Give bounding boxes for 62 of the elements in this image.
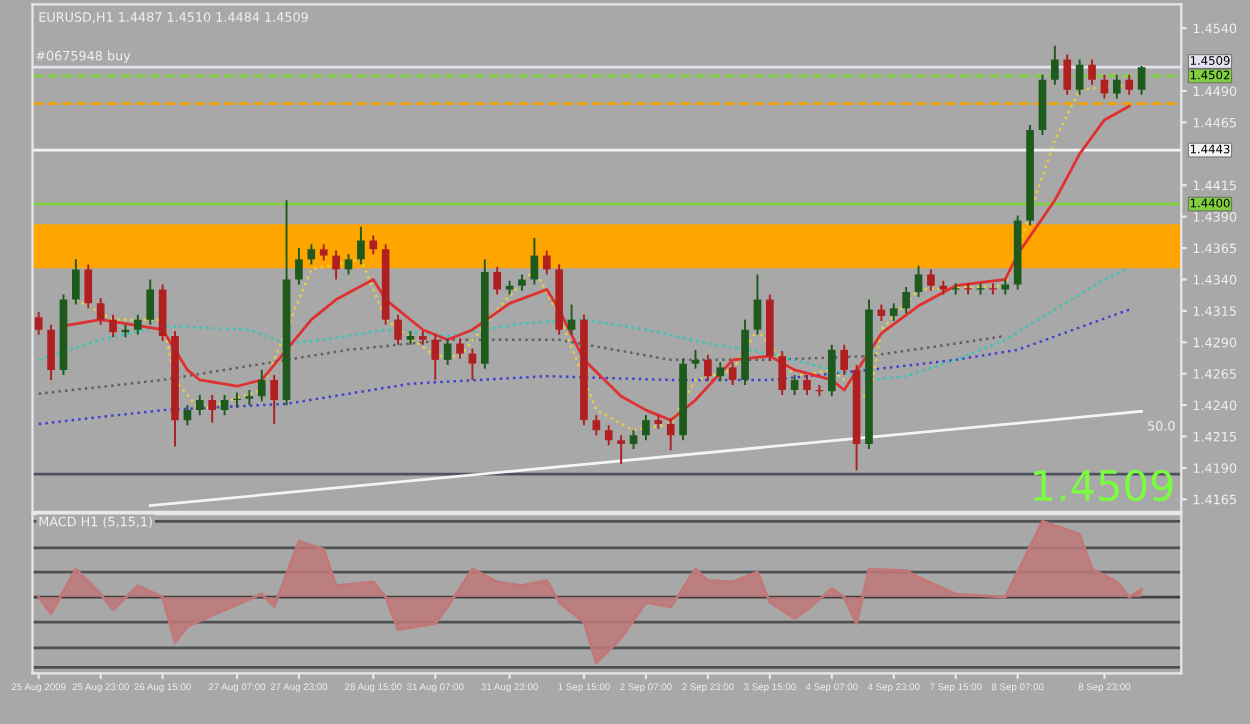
candlestick [1063,53,1072,96]
candlestick [295,247,303,286]
candlestick [840,343,849,376]
candlestick [964,282,972,296]
candlestick [1112,73,1121,100]
candlestick [1075,58,1084,96]
candlestick [592,414,601,437]
candlestick [344,253,353,276]
candlestick [629,429,638,451]
candlestick [146,278,155,326]
candlestick [72,258,80,306]
candlestick [902,286,910,315]
candlestick [307,243,316,266]
candlestick [691,348,700,370]
candlestick [567,303,576,336]
candlestick [431,333,440,381]
candlestick [456,337,464,360]
candlestick [443,337,452,366]
candlestick [158,283,167,342]
candlestick [728,361,737,386]
line-series [37,334,1007,396]
candlestick [914,264,923,299]
candlestick [332,249,340,281]
candlestick [827,343,836,398]
candlestick [1125,73,1134,96]
candlestick [1051,44,1059,86]
candlestick [493,265,502,296]
candlestick [778,350,787,397]
candlestick [604,424,613,447]
candlestick [208,394,217,424]
candlestick [790,373,799,397]
candlestick [195,394,204,417]
candlestick [257,368,266,403]
candlestick [357,225,365,266]
candlestick [704,353,712,383]
candlestick [84,263,93,310]
candlestick [1088,58,1096,86]
candlestick [989,282,997,296]
candlestick [617,434,625,466]
candlestick [642,414,650,442]
candlestick [270,373,278,425]
candlestick [753,273,762,336]
candlestick [951,282,960,296]
candlestick [96,297,105,326]
candlestick [183,404,192,427]
candlestick [1100,73,1109,100]
candlestick [47,323,55,381]
candlestick [803,373,811,397]
candlestick [133,313,142,336]
line-series [37,308,1131,426]
candlestick [542,249,551,276]
candlestick [927,268,935,292]
candlestick [468,347,477,381]
candlestick [109,313,117,339]
candlestick [716,361,725,383]
annotation: 1.4509 [1034,469,1173,502]
candlestick [666,417,675,452]
candlestick [369,234,378,256]
candlestick [34,311,43,336]
candlestick [394,313,402,346]
candlestick [1137,64,1146,96]
candlestick [220,394,229,417]
